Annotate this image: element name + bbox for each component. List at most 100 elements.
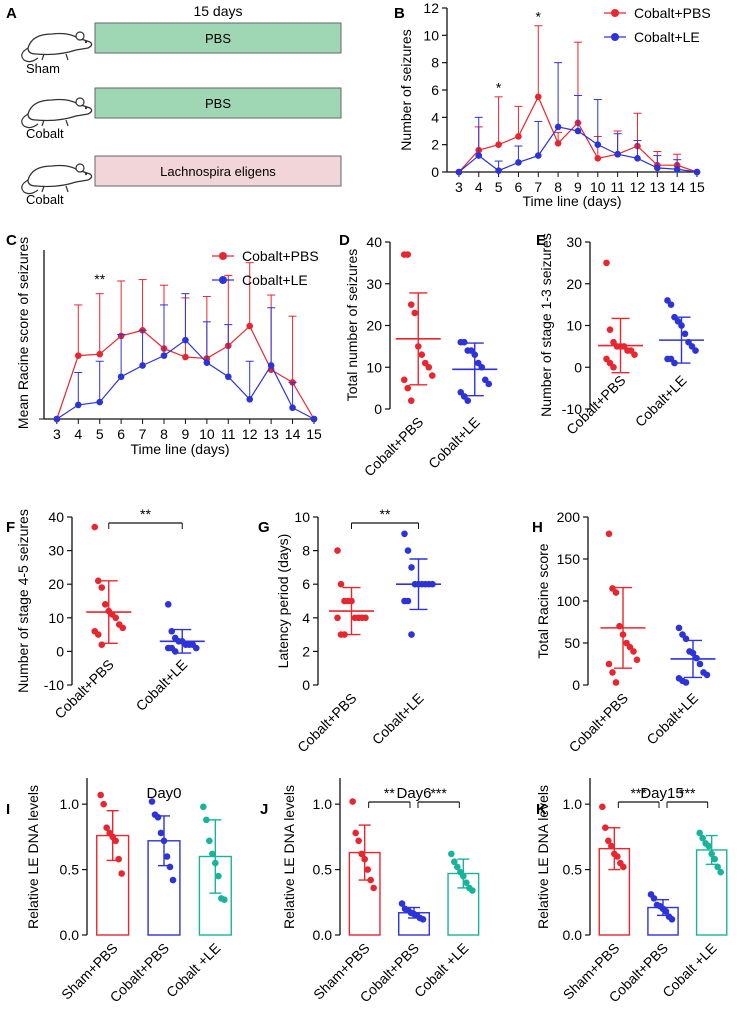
data-point	[367, 876, 374, 884]
data-point	[668, 916, 676, 923]
data-point	[485, 380, 493, 388]
panel-letter: D	[339, 232, 350, 249]
y-tick-label: 50	[564, 635, 580, 651]
series-cobalt-le	[53, 293, 318, 423]
data-point	[362, 614, 369, 622]
significance-label: *	[536, 9, 542, 25]
data-point	[341, 631, 348, 638]
rat-icon	[21, 163, 93, 195]
data-point	[169, 876, 177, 884]
group-cobalt-pbs	[600, 530, 646, 686]
data-point	[654, 164, 661, 172]
x-tick-label: 12	[242, 426, 258, 442]
data-point	[534, 152, 542, 159]
panel-letter: I	[6, 801, 10, 818]
data-point	[711, 855, 718, 863]
data-point	[337, 580, 345, 588]
data-point	[418, 351, 426, 359]
data-point	[620, 863, 627, 871]
data-point	[310, 415, 318, 423]
x-axis-title: Time line (days)	[130, 441, 229, 457]
group-sham-pbs	[348, 798, 381, 936]
data-point	[419, 916, 427, 923]
data-point	[289, 404, 296, 412]
data-point	[168, 627, 176, 635]
treatment-label: Lachnospira eligens	[160, 164, 276, 179]
data-point	[631, 351, 638, 359]
data-point	[91, 523, 99, 531]
significance-label: **	[94, 271, 105, 287]
y-tick-label: -10	[44, 677, 64, 693]
y-tick-label: 12	[423, 0, 439, 16]
data-point	[404, 251, 412, 258]
x-tick-label: 6	[515, 179, 523, 195]
data-point	[594, 155, 602, 162]
x-tick-label: 9	[574, 179, 582, 195]
data-point	[464, 397, 472, 404]
panel-letter: H	[532, 519, 543, 536]
data-point	[182, 336, 189, 344]
y-tick-label: -10	[562, 401, 582, 417]
data-point	[696, 829, 703, 837]
data-point	[163, 853, 171, 860]
data-point	[118, 870, 125, 877]
y-axis-title: Latency period (days)	[275, 534, 291, 669]
legend-label: Cobalt+LE	[242, 272, 308, 288]
data-point	[667, 301, 675, 308]
data-point	[574, 127, 582, 135]
group-cobalt-le	[670, 624, 716, 686]
y-axis-title: Relative LE DNA levels	[281, 785, 297, 929]
data-point	[675, 624, 683, 632]
y-axis-title: Relative LE DNA levels	[535, 785, 551, 929]
y-tick-label: 1.0	[60, 796, 80, 812]
y-axis-title: Number of stage 4-5 seizures	[15, 509, 31, 693]
y-tick-label: 1.0	[313, 796, 333, 812]
data-point	[98, 584, 106, 591]
group-cobalt-pbs	[147, 798, 181, 936]
panel-letter: K	[536, 801, 547, 818]
data-point	[692, 347, 699, 354]
data-point	[94, 631, 102, 638]
data-point	[495, 167, 502, 174]
data-point	[411, 309, 419, 317]
y-tick-label: 30	[48, 543, 64, 559]
data-point	[614, 853, 621, 860]
data-point	[534, 93, 542, 101]
significance-label: ***	[679, 785, 696, 801]
data-point	[605, 530, 613, 538]
data-point	[610, 363, 617, 371]
x-tick-label: 15	[689, 179, 705, 195]
data-point	[475, 152, 483, 159]
data-point	[554, 140, 562, 147]
x-tick-label: 5	[495, 179, 503, 195]
data-point	[400, 376, 408, 384]
treatment-label: PBS	[205, 31, 231, 46]
panel-letter: B	[394, 5, 405, 22]
y-tick-label: 0	[56, 643, 64, 659]
legend-marker	[219, 252, 227, 260]
data-point	[671, 359, 678, 367]
data-point	[633, 656, 641, 664]
legend-label: Cobalt+PBS	[242, 248, 319, 264]
data-point	[206, 837, 213, 845]
data-point	[455, 168, 463, 176]
data-point	[478, 363, 486, 371]
legend-marker	[611, 33, 619, 41]
group-cobalt-le	[198, 803, 232, 936]
data-point	[404, 384, 412, 392]
group-row-cobalt: Cobalt PBS	[21, 87, 342, 141]
x-tick-label: Cobalt+LE	[643, 690, 701, 748]
data-point	[100, 800, 107, 808]
data-point	[606, 326, 614, 333]
x-tick-label: Cobalt+LE	[133, 656, 191, 714]
x-tick-label: 14	[669, 179, 685, 195]
y-axis-title: Total number of seizures	[344, 249, 360, 402]
y-axis-title: Total Racine score	[535, 543, 551, 658]
data-point	[407, 397, 415, 404]
data-point	[495, 141, 502, 148]
data-point	[696, 660, 704, 668]
